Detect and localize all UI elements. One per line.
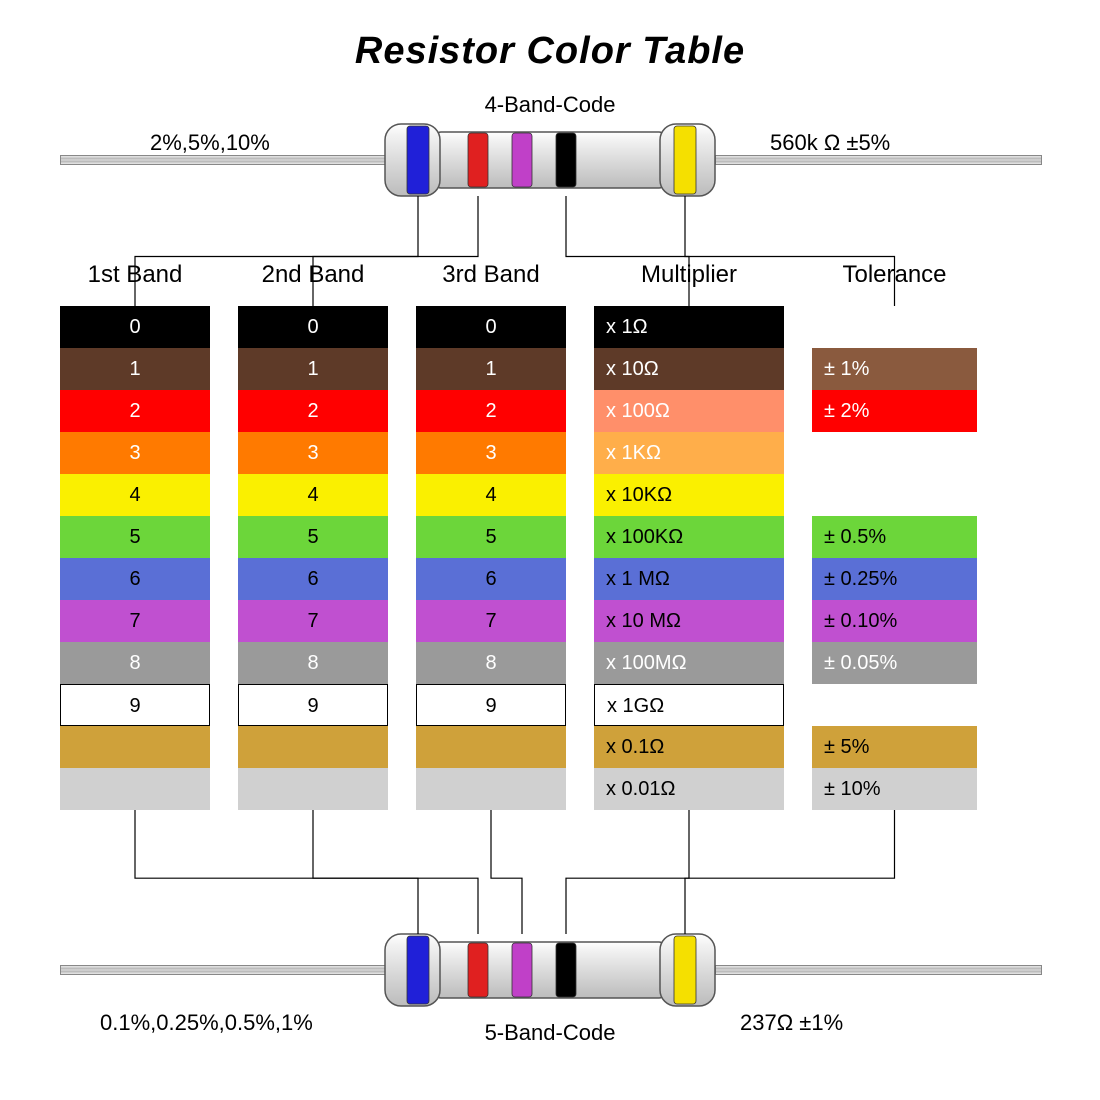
color-cell: [812, 306, 977, 348]
color-cell: ± 0.5%: [812, 516, 977, 558]
color-cell: x 1 MΩ: [594, 558, 784, 600]
color-cell: x 0.01Ω: [594, 768, 784, 810]
color-table: 1st Band01234567892nd Band01234567893rd …: [60, 260, 977, 810]
color-cell: [60, 768, 210, 810]
color-cell: 7: [416, 600, 566, 642]
top-resistor: [0, 120, 1100, 200]
color-cell: 7: [238, 600, 388, 642]
column-2: 3rd Band 0123456789: [416, 260, 566, 810]
bottom-resistor-label: 5-Band-Code: [0, 1020, 1100, 1046]
color-cell: ± 0.05%: [812, 642, 977, 684]
color-cell: ± 2%: [812, 390, 977, 432]
color-cell: 5: [238, 516, 388, 558]
color-cell: 8: [416, 642, 566, 684]
color-cell: x 0.1Ω: [594, 726, 784, 768]
main-title: Resistor Color Table: [0, 30, 1100, 73]
bottom-resistor: [0, 930, 1100, 1010]
color-cell: 2: [238, 390, 388, 432]
color-cell: x 100KΩ: [594, 516, 784, 558]
color-cell: ± 5%: [812, 726, 977, 768]
color-cell: 2: [416, 390, 566, 432]
color-cell: x 1GΩ: [594, 684, 784, 726]
color-cell: x 1Ω: [594, 306, 784, 348]
color-cell: 8: [238, 642, 388, 684]
color-cell: 9: [416, 684, 566, 726]
column-0: 1st Band 0123456789: [60, 260, 210, 810]
column-header: 1st Band: [60, 260, 210, 300]
color-cell: ± 10%: [812, 768, 977, 810]
color-cell: 8: [60, 642, 210, 684]
color-cell: [812, 684, 977, 726]
color-cell: [416, 768, 566, 810]
color-cell: x 100MΩ: [594, 642, 784, 684]
color-cell: 4: [416, 474, 566, 516]
color-cell: 4: [60, 474, 210, 516]
color-cell: [812, 432, 977, 474]
color-cell: 5: [60, 516, 210, 558]
color-cell: 1: [60, 348, 210, 390]
column-4: Tolerance ± 1%± 2% ± 0.5%± 0.25%± 0.10%± 0…: [812, 260, 977, 810]
color-cell: [416, 726, 566, 768]
column-header: 3rd Band: [416, 260, 566, 300]
color-cell: 7: [60, 600, 210, 642]
color-cell: 0: [238, 306, 388, 348]
color-cell: ± 1%: [812, 348, 977, 390]
color-cell: 6: [238, 558, 388, 600]
color-cell: x 10 MΩ: [594, 600, 784, 642]
column-1: 2nd Band 0123456789: [238, 260, 388, 810]
color-cell: 6: [60, 558, 210, 600]
color-cell: ± 0.25%: [812, 558, 977, 600]
column-header: Tolerance: [812, 260, 977, 300]
color-cell: 4: [238, 474, 388, 516]
color-cell: 9: [60, 684, 210, 726]
color-cell: x 1KΩ: [594, 432, 784, 474]
color-cell: x 10Ω: [594, 348, 784, 390]
color-cell: 1: [238, 348, 388, 390]
color-cell: ± 0.10%: [812, 600, 977, 642]
color-cell: 5: [416, 516, 566, 558]
column-3: Multiplierx 1Ωx 10Ωx 100Ωx 1KΩx 10KΩx 10…: [594, 260, 784, 810]
color-cell: 3: [238, 432, 388, 474]
color-cell: 0: [60, 306, 210, 348]
column-header: Multiplier: [594, 260, 784, 300]
color-cell: 0: [416, 306, 566, 348]
top-resistor-label: 4-Band-Code: [0, 92, 1100, 118]
color-cell: 3: [60, 432, 210, 474]
color-cell: [60, 726, 210, 768]
color-cell: x 10KΩ: [594, 474, 784, 516]
color-cell: 6: [416, 558, 566, 600]
color-cell: x 100Ω: [594, 390, 784, 432]
color-cell: [238, 768, 388, 810]
color-cell: 9: [238, 684, 388, 726]
color-cell: [238, 726, 388, 768]
color-cell: [812, 474, 977, 516]
color-cell: 3: [416, 432, 566, 474]
column-header: 2nd Band: [238, 260, 388, 300]
color-cell: 2: [60, 390, 210, 432]
color-cell: 1: [416, 348, 566, 390]
